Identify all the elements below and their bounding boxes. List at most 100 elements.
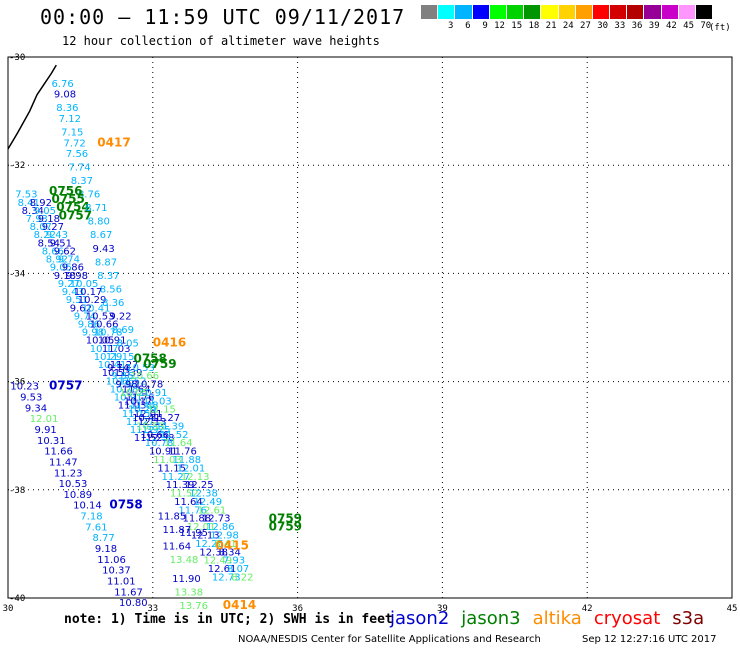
wave-height-label: 9.08: [54, 90, 76, 101]
wave-height-label: 8.67: [90, 230, 112, 241]
pass-time-label: 0757: [59, 208, 92, 222]
track-b-value: 12.25: [142, 425, 171, 436]
legend-label: 30: [597, 21, 609, 31]
pass-time-label: 0756: [49, 184, 82, 198]
legend-label: 42: [665, 21, 677, 31]
wave-height-label: 9.18: [95, 544, 117, 555]
note-text: note: 1) Time is in UTC; 2) SWH is in fe…: [64, 612, 393, 627]
legend-swatch: [541, 5, 559, 19]
legend-label: 3: [447, 21, 454, 31]
track-a-value: 9.05: [50, 263, 72, 274]
wave-height-label: 6.76: [51, 79, 73, 90]
pass-time-label: 0416: [153, 335, 186, 349]
track-b-value: 10.41: [82, 303, 111, 314]
track-d-value: 12.98: [210, 530, 239, 541]
pass-time-label: 0759: [143, 357, 176, 371]
wave-height-label: 10.37: [102, 566, 131, 577]
track-b-value: 9.86: [62, 263, 84, 274]
y-tick-label: -32: [9, 161, 25, 171]
track-d-value: 11.88: [172, 455, 201, 466]
track-a-value: 10.66: [106, 376, 135, 387]
wave-height-label: 8.80: [88, 217, 110, 228]
track-c-value: 10.29: [128, 405, 157, 416]
legend-swatch: [438, 5, 456, 19]
track-d-value: 12.73: [202, 514, 231, 525]
track-a-value: 11.39: [130, 425, 159, 436]
legend-swatch: [506, 5, 525, 19]
page-title: 00:00 – 11:59 UTC 09/11/2017: [40, 5, 406, 29]
track-a-value: 9.98: [82, 328, 104, 339]
wave-height-label: 7.74: [68, 163, 90, 174]
track-a-value: 8.22: [34, 230, 56, 241]
track-d-value: 11.64: [164, 438, 193, 449]
track-a-value: 8.54: [38, 238, 60, 249]
pass-time-label: 0759: [269, 519, 302, 533]
track-b-value: 10.29: [78, 295, 107, 306]
pass-time-label: 0414: [223, 598, 256, 612]
map-frame: [7, 56, 733, 599]
wave-height-label: 9.43: [92, 244, 114, 255]
wave-height-label: 9.34: [25, 403, 47, 414]
legend-swatches: [421, 5, 714, 19]
y-tick-label: -34: [9, 269, 25, 279]
wave-height-label: 11.47: [49, 457, 78, 468]
track-d-value: 12.25: [185, 480, 214, 491]
legend-label: 9: [482, 21, 488, 31]
track-a-value: 9.51: [66, 295, 88, 306]
track-b-value: 9.98: [66, 271, 88, 282]
legend-swatch: [558, 5, 576, 19]
track-b-value: 9.43: [46, 230, 68, 241]
track-c-value: 11.27: [162, 472, 191, 483]
track-d-value: 11.52: [160, 430, 189, 441]
track-a-value: 10.29: [94, 352, 123, 363]
pass-time-label: 0755: [51, 192, 84, 206]
wave-height-label: 13.48: [170, 555, 199, 566]
track-a-value: 9.74: [74, 311, 96, 322]
legend-labels: 3 6 9 12 15 18 21 24 27 30 33 36 39 42 45 70: [421, 21, 713, 31]
track-b-value: 9.51: [50, 238, 72, 249]
wave-height-label: 11.95: [179, 528, 208, 539]
track-a-value: 10.53: [102, 368, 131, 379]
track-c-value: 10.17: [124, 396, 153, 407]
legend-label: 12: [494, 21, 505, 31]
wave-height-label: 8.76: [78, 190, 100, 201]
wave-height-label: 7.53: [15, 190, 37, 201]
track-a-value: 11.52: [134, 433, 163, 444]
track-a-value: 8.92: [46, 255, 68, 266]
track-a-value: 9.62: [70, 303, 92, 314]
track-b-value: 8.92: [30, 198, 52, 209]
x-tick-label: 45: [727, 604, 738, 614]
wave-height-label: 10.31: [37, 436, 66, 447]
wave-height-label: 8.87: [95, 257, 117, 268]
pass-time-label: 0754: [56, 200, 89, 214]
legend-label: 18: [528, 21, 540, 31]
legend-swatch: [610, 5, 628, 19]
wave-height-label: 8.77: [92, 533, 114, 544]
track-b-value: 10.17: [74, 287, 103, 298]
track-c-value: 11.64: [174, 497, 203, 508]
track-c-value: 11.15: [157, 463, 186, 474]
x-tick-label: 30: [3, 604, 14, 614]
wave-height-label: 11.87: [162, 525, 191, 536]
x-tick-label: 33: [147, 604, 158, 614]
track-b-value: 11.03: [102, 344, 131, 355]
track-a-value: 11.15: [122, 409, 151, 420]
track-d-value: 12.01: [177, 463, 206, 474]
track-b-value: 12.13: [138, 417, 167, 428]
wave-height-label: 11.06: [97, 555, 126, 566]
legend-swatch: [661, 5, 679, 19]
footer-timestamp: Sep 12 12:27:16 UTC 2017: [582, 634, 717, 645]
wave-height-label: 11.90: [172, 574, 201, 585]
track-b-value: 9.74: [58, 255, 80, 266]
wave-height-label: 8.05: [117, 338, 139, 349]
track-b-value: 11.39: [114, 368, 143, 379]
wave-height-label: 10.80: [119, 598, 148, 609]
wave-height-label: 7.15: [61, 127, 83, 138]
track-b-value: 10.91: [98, 336, 127, 347]
wave-height-label: 7.18: [80, 512, 102, 523]
wave-height-label: 7.61: [85, 522, 107, 533]
track-b-value: 10.53: [86, 311, 115, 322]
legend-swatch: [627, 5, 645, 19]
page-subtitle: 12 hour collection of altimeter wave hei…: [62, 34, 380, 48]
